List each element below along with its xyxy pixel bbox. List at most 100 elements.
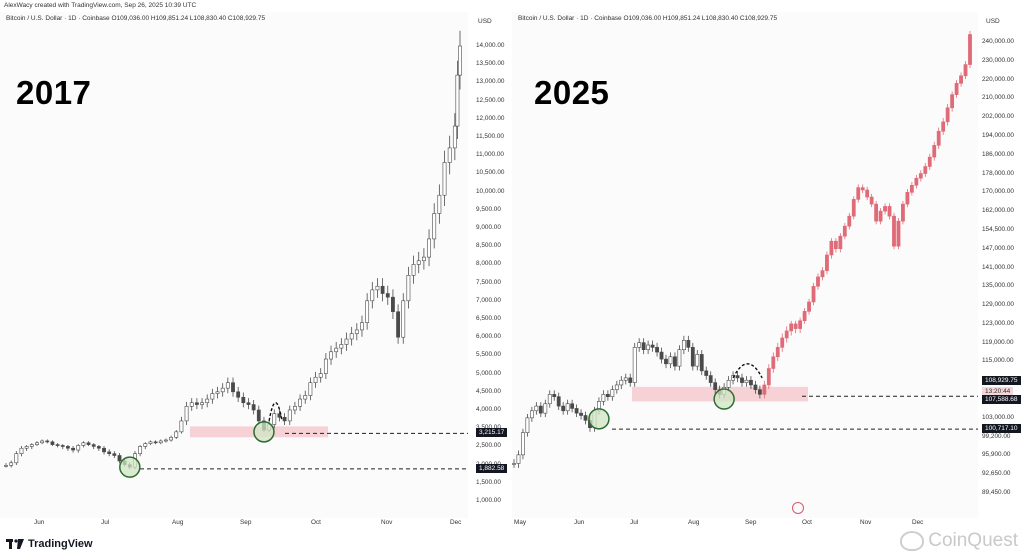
candle-body bbox=[164, 439, 168, 442]
candle-body bbox=[610, 389, 615, 397]
price-tag: 1,882.58 bbox=[476, 463, 508, 473]
candle-body bbox=[447, 147, 452, 163]
candle-body bbox=[354, 329, 359, 334]
y-tick-label: 4,000.00 bbox=[476, 406, 501, 413]
watermark: CoinQuest bbox=[900, 530, 1018, 552]
y-tick-label: 103,000.00 bbox=[982, 413, 1014, 421]
arc-pattern-dashed bbox=[732, 363, 763, 379]
candle-body bbox=[396, 311, 400, 338]
tradingview-logo[interactable]: TradingView bbox=[6, 538, 93, 550]
x-tick-label: Sep bbox=[745, 519, 757, 526]
candle-body bbox=[780, 337, 785, 348]
candle-body bbox=[66, 446, 70, 449]
candle-body bbox=[277, 413, 282, 418]
y-tick-label: 8,000.00 bbox=[476, 260, 501, 268]
plot-area[interactable] bbox=[512, 12, 978, 518]
y-tick-label: 11,500.00 bbox=[476, 133, 504, 140]
x-tick-label: Dec bbox=[450, 519, 462, 526]
candle-body bbox=[896, 220, 901, 247]
candle-body bbox=[856, 187, 861, 200]
x-tick-label: Jun bbox=[574, 519, 585, 526]
candle-body bbox=[452, 125, 457, 149]
candle-body bbox=[158, 440, 163, 444]
low-marker-circle bbox=[713, 388, 735, 410]
x-tick-label: Sep bbox=[240, 519, 252, 526]
chart-svg[interactable] bbox=[0, 12, 508, 530]
x-tick-label: Oct bbox=[802, 519, 812, 526]
year-label: 2025 bbox=[534, 74, 610, 111]
price-tag: 3,215.17 bbox=[476, 428, 508, 438]
candle-body bbox=[766, 368, 771, 386]
candle-body bbox=[793, 323, 798, 329]
chart-legend: Bitcoin / U.S. Dollar · 1D · Coinbase O1… bbox=[6, 15, 266, 22]
candle-body bbox=[650, 344, 655, 348]
candle-body bbox=[455, 74, 460, 127]
candle-body bbox=[174, 431, 179, 438]
candle-body bbox=[878, 210, 883, 222]
panel-divider bbox=[509, 12, 511, 530]
chart-panel-2017[interactable]: Bitcoin / U.S. Dollar · 1D · Coinbase O1… bbox=[0, 12, 508, 530]
refresh-icon[interactable] bbox=[792, 502, 804, 514]
candle-body bbox=[303, 395, 308, 400]
chart-credit: AlexWacy created with TradingView.com, S… bbox=[4, 2, 197, 9]
candle-body bbox=[673, 356, 677, 367]
tradingview-logo-icon bbox=[6, 539, 24, 549]
candle-body bbox=[411, 264, 416, 276]
y-tick-label: 8,500.00 bbox=[476, 242, 501, 250]
candle-body bbox=[574, 408, 579, 414]
candle-body bbox=[771, 356, 776, 369]
candle-body bbox=[833, 240, 838, 250]
candle-body bbox=[623, 377, 628, 381]
candle-body bbox=[458, 45, 462, 76]
candle-body bbox=[91, 444, 96, 447]
candle-body bbox=[220, 387, 225, 393]
y-tick-label: 4,500.00 bbox=[476, 387, 501, 395]
y-tick-label: 7,000.00 bbox=[476, 296, 501, 304]
candle-body bbox=[784, 330, 789, 339]
candle-body bbox=[628, 377, 633, 383]
candle-body bbox=[538, 405, 543, 414]
candle-body bbox=[40, 440, 45, 444]
price-tag: 107,588.68 bbox=[982, 395, 1021, 405]
y-tick-label: 95,900.00 bbox=[982, 451, 1011, 459]
candle-body bbox=[241, 396, 246, 404]
candle-body bbox=[838, 235, 843, 250]
candle-body bbox=[547, 394, 552, 405]
chart-panel-2025[interactable]: Bitcoin / U.S. Dollar · 1D · Coinbase O1… bbox=[512, 12, 1024, 530]
y-tick-label: 194,000.00 bbox=[982, 131, 1014, 139]
x-tick-label: Dec bbox=[912, 519, 924, 526]
candle-body bbox=[29, 444, 34, 447]
candle-body bbox=[169, 436, 173, 441]
y-tick-label: 147,000.00 bbox=[982, 244, 1014, 252]
candle-body bbox=[143, 443, 148, 447]
candle-body bbox=[45, 440, 50, 443]
candle-body bbox=[298, 398, 302, 407]
candle-body bbox=[811, 285, 816, 303]
candle-body bbox=[932, 145, 937, 158]
candle-body bbox=[189, 402, 194, 407]
candle-body bbox=[71, 447, 75, 451]
y-tick-label: 230,000.00 bbox=[982, 56, 1014, 64]
chart-svg[interactable] bbox=[512, 12, 1024, 530]
candle-body bbox=[365, 300, 370, 323]
footer: TradingView CoinQuest bbox=[0, 530, 1024, 559]
candle-body bbox=[184, 406, 189, 422]
candle-body bbox=[945, 107, 950, 123]
candle-body bbox=[690, 347, 695, 367]
y-tick-label: 115,000.00 bbox=[982, 357, 1014, 365]
y-tick-label: 210,000.00 bbox=[982, 94, 1014, 102]
candle-body bbox=[421, 256, 426, 262]
candle-body bbox=[744, 379, 749, 383]
candle-body bbox=[909, 184, 914, 193]
candle-body bbox=[512, 463, 516, 465]
candle-body bbox=[959, 75, 963, 84]
x-tick-label: Jul bbox=[101, 519, 110, 526]
candle-body bbox=[210, 393, 215, 400]
candle-body bbox=[561, 405, 566, 412]
candle-body bbox=[954, 83, 959, 95]
y-tick-label: 7,500.00 bbox=[476, 278, 501, 286]
candle-body bbox=[637, 342, 642, 348]
y-tick-label: 89,450.00 bbox=[982, 489, 1011, 496]
candle-body bbox=[892, 215, 896, 247]
candle-body bbox=[842, 225, 847, 237]
